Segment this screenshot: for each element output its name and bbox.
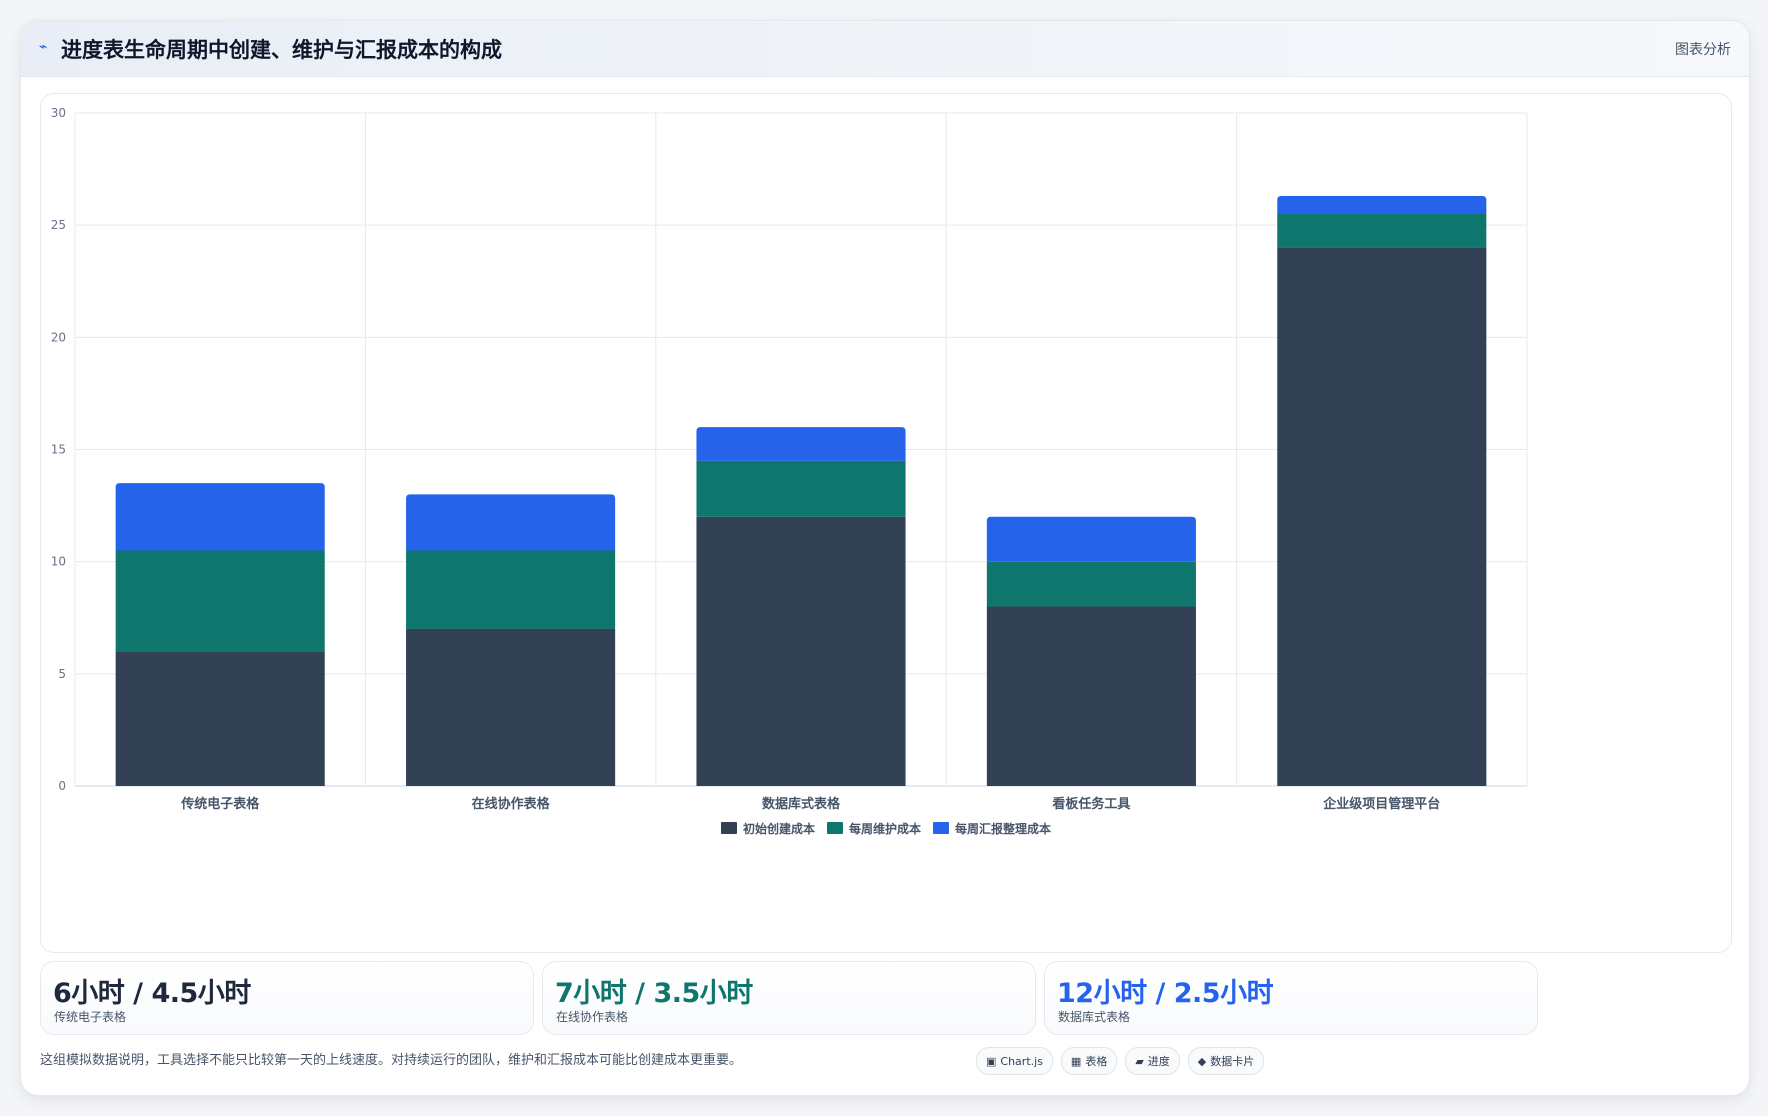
chart-analysis-link[interactable]: 图表分析 xyxy=(1675,42,1731,58)
bar-segment xyxy=(696,427,906,461)
x-tick-label: 看板任务工具 xyxy=(1052,796,1130,812)
chart-panel: 0 5 10 15 20 25 30 传统电子表格 在线协作表格 数据库式表格 看板任务工具 企业级项… xyxy=(40,93,1732,953)
y-tick-label: 25 xyxy=(51,218,66,232)
tag-list: ▣ Chart.js ▦ 表格 ▰ 进度 ◆ 数据卡片 xyxy=(976,1047,1265,1075)
diamond-icon: ◆ xyxy=(1197,1054,1207,1068)
tag-label: Chart.js xyxy=(1000,1054,1043,1068)
y-tick-label: 20 xyxy=(51,330,66,344)
bar-segment xyxy=(1277,213,1487,248)
tag-table[interactable]: ▦ 表格 xyxy=(1060,1047,1118,1075)
bar-segment xyxy=(406,494,616,551)
bar-segment xyxy=(115,483,325,551)
x-tick-label: 在线协作表格 xyxy=(472,796,551,812)
stat-card-database: 12小时 / 2.5小时 数据库式表格 xyxy=(1044,961,1538,1035)
tag-progress[interactable]: ▰ 进度 xyxy=(1125,1047,1180,1075)
report-card: ⌁ 进度表生命周期中创建、维护与汇报成本的构成 图表分析 0 5 10 15 20 25 3… xyxy=(20,20,1750,1096)
legend-swatch xyxy=(721,822,737,834)
stat-label: 传统电子表格 xyxy=(54,1010,127,1024)
y-tick-label: 30 xyxy=(51,106,66,120)
bar-segment xyxy=(696,460,906,517)
legend-label: 每周维护成本 xyxy=(849,821,921,836)
bar-segment xyxy=(406,628,616,786)
stat-value: 12小时 / 2.5小时 xyxy=(1057,978,1274,1009)
stat-label: 在线协作表格 xyxy=(556,1010,629,1024)
x-tick-label: 数据库式表格 xyxy=(762,796,841,812)
legend-swatch xyxy=(827,822,843,834)
stat-card-spreadsheet: 6小时 / 4.5小时 传统电子表格 xyxy=(40,961,534,1035)
stat-value: 7小时 / 3.5小时 xyxy=(555,978,753,1009)
table-icon: ▦ xyxy=(1070,1054,1082,1068)
tag-chartjs[interactable]: ▣ Chart.js xyxy=(976,1047,1053,1075)
stacked-bar-chart: 0 5 10 15 20 25 30 传统电子表格 在线协作表格 数据库式表格 看板任务工具 企业级项… xyxy=(51,106,1528,836)
y-tick-label: 10 xyxy=(51,555,66,569)
legend-swatch xyxy=(933,822,949,834)
tag-data-card[interactable]: ◆ 数据卡片 xyxy=(1187,1047,1265,1075)
x-tick-label: 传统电子表格 xyxy=(180,796,260,812)
y-tick-label: 15 xyxy=(51,443,66,457)
page-title: 进度表生命周期中创建、维护与汇报成本的构成 xyxy=(61,38,502,62)
tag-label: 数据卡片 xyxy=(1210,1055,1255,1068)
chart-icon: ▣ xyxy=(986,1054,997,1068)
stat-label: 数据库式表格 xyxy=(1058,1010,1131,1024)
y-tick-label: 5 xyxy=(58,667,66,681)
legend-label: 每周汇报整理成本 xyxy=(955,821,1051,836)
bar-segment xyxy=(1277,247,1487,787)
tag-label: 进度 xyxy=(1147,1055,1170,1068)
stat-card-online: 7小时 / 3.5小时 在线协作表格 xyxy=(542,961,1036,1035)
tag-label: 表格 xyxy=(1085,1055,1108,1068)
footer-note: 这组模拟数据说明，工具选择不能只比较第一天的上线速度。对持续运行的团队，维护和汇… xyxy=(40,1053,743,1068)
bar-segment xyxy=(986,516,1196,562)
bar-segment xyxy=(1277,196,1487,214)
trend-icon: ⌁ xyxy=(39,39,48,55)
bar-segment xyxy=(115,550,325,652)
bar-segment xyxy=(696,516,906,786)
bar-segment xyxy=(986,561,1196,607)
bar-segment xyxy=(986,606,1196,786)
progress-icon: ▰ xyxy=(1135,1054,1144,1068)
legend-label: 初始创建成本 xyxy=(743,821,815,836)
card-header: ⌁ 进度表生命周期中创建、维护与汇报成本的构成 图表分析 xyxy=(21,21,1749,77)
stat-value: 6小时 / 4.5小时 xyxy=(53,978,251,1009)
x-tick-label: 企业级项目管理平台 xyxy=(1322,796,1440,812)
bar-segment xyxy=(406,550,616,629)
y-tick-label: 0 xyxy=(58,779,66,793)
bar-segment xyxy=(115,651,325,786)
